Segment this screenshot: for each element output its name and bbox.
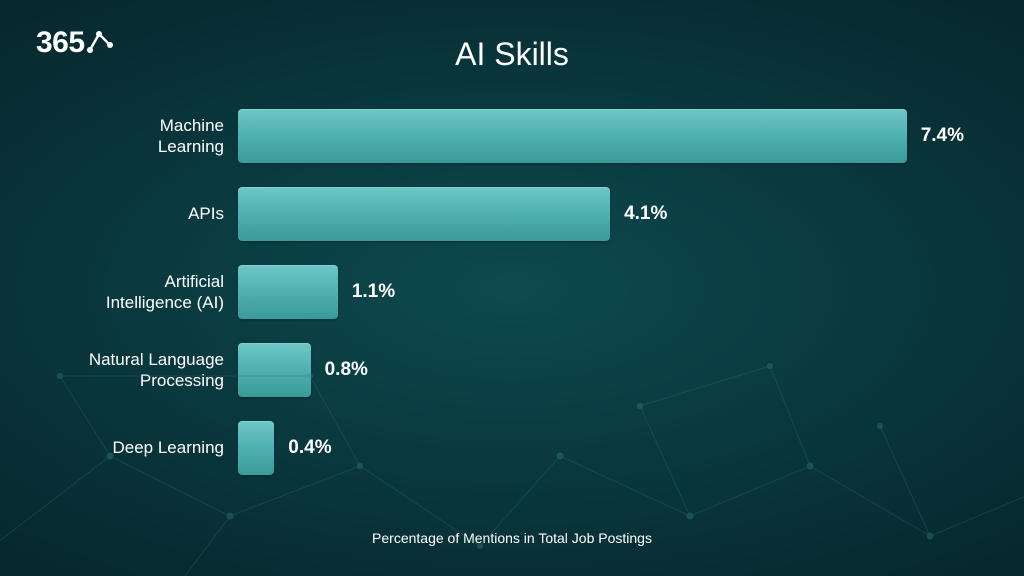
value-label: 0.8%	[325, 359, 368, 381]
category-label: Deep Learning	[60, 437, 238, 458]
bar-chart: MachineLearning 7.4% APIs 4.1% Artificia…	[60, 108, 964, 498]
bar-row: ArtificialIntelligence (AI) 1.1%	[60, 264, 964, 320]
bar-row: Deep Learning 0.4%	[60, 420, 964, 476]
bar	[238, 421, 274, 475]
bar-track: 4.1%	[238, 187, 964, 241]
bar	[238, 187, 610, 241]
value-label: 7.4%	[921, 125, 964, 147]
category-label: APIs	[60, 203, 238, 224]
bar-track: 0.4%	[238, 421, 964, 475]
value-label: 0.4%	[288, 437, 331, 459]
bar	[238, 343, 311, 397]
bar-row: Natural LanguageProcessing 0.8%	[60, 342, 964, 398]
category-label: Natural LanguageProcessing	[60, 349, 238, 392]
bar	[238, 109, 907, 163]
bar-row: MachineLearning 7.4%	[60, 108, 964, 164]
category-label: MachineLearning	[60, 115, 238, 158]
value-label: 4.1%	[624, 203, 667, 225]
chart-subtitle: Percentage of Mentions in Total Job Post…	[0, 530, 1024, 546]
bar-row: APIs 4.1%	[60, 186, 964, 242]
bar	[238, 265, 338, 319]
bar-track: 7.4%	[238, 109, 964, 163]
bar-track: 0.8%	[238, 343, 964, 397]
bar-track: 1.1%	[238, 265, 964, 319]
chart-title: AI Skills	[0, 36, 1024, 73]
value-label: 1.1%	[352, 281, 395, 303]
category-label: ArtificialIntelligence (AI)	[60, 271, 238, 314]
